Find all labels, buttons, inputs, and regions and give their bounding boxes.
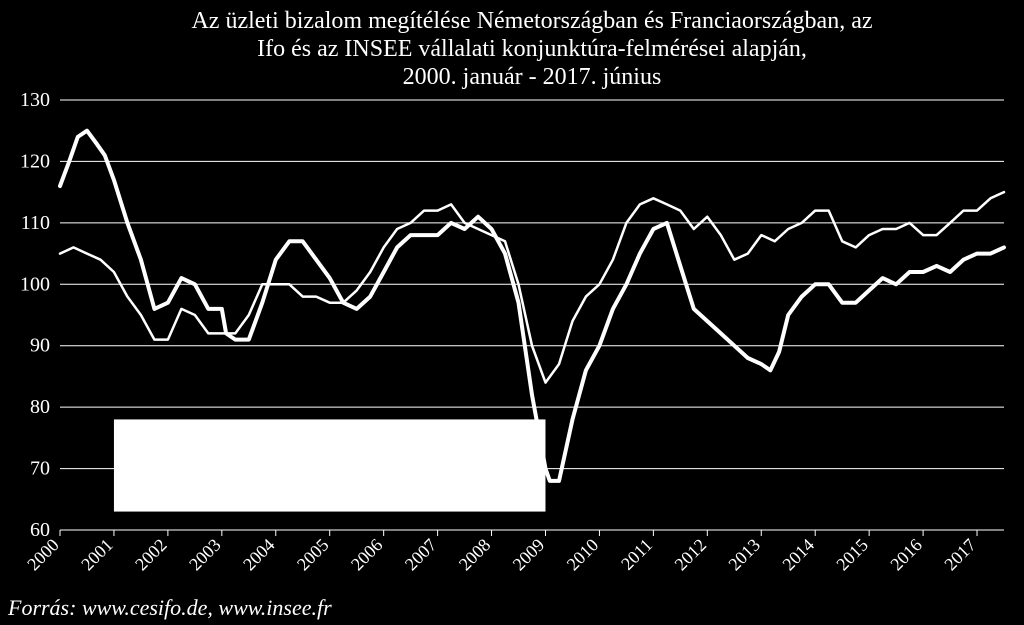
y-tick-label: 80 <box>30 396 50 418</box>
chart-title-line-2: 2000. január - 2017. június <box>403 64 662 90</box>
chart-title-line-0: Az üzleti bizalom megítélése Németország… <box>191 8 872 34</box>
chart-title-line-1: Ifo és az INSEE vállalati konjunktúra-fe… <box>257 36 807 62</box>
source-text: Forrás: www.cesifo.de, www.insee.fr <box>8 595 332 621</box>
chart-container: Az üzleti bizalom megítélése Németország… <box>0 0 1024 625</box>
y-tick-label: 130 <box>20 89 50 111</box>
y-tick-label: 120 <box>20 150 50 172</box>
y-tick-label: 70 <box>30 458 50 480</box>
y-tick-label: 100 <box>20 273 50 295</box>
legend-box <box>114 419 546 511</box>
y-tick-label: 110 <box>21 212 50 234</box>
y-tick-label: 90 <box>30 335 50 357</box>
chart-svg: Az üzleti bizalom megítélése Németország… <box>0 0 1024 625</box>
